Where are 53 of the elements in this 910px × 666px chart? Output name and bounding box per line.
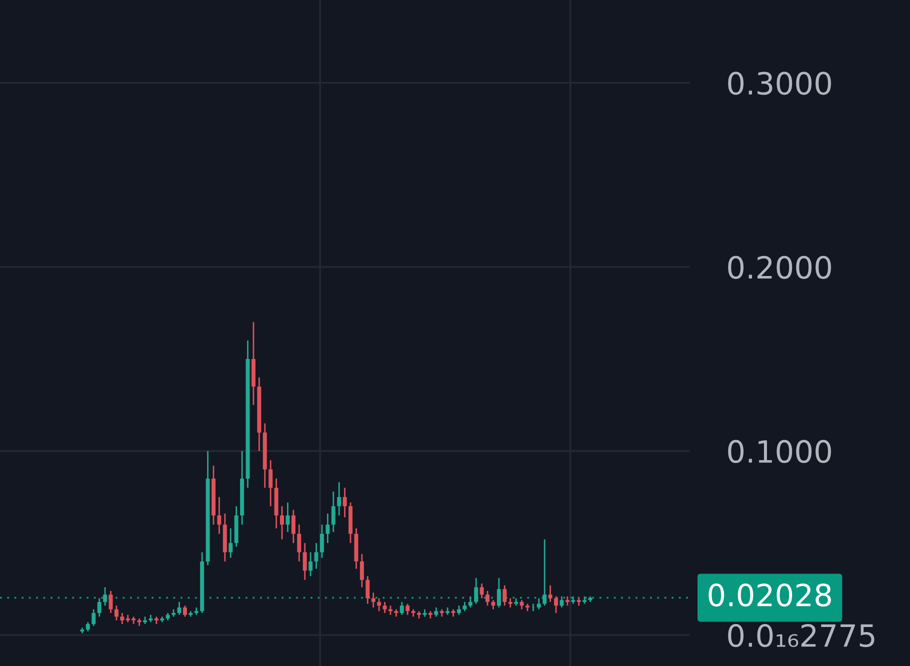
candlestick [508,598,512,608]
y-tick-label: 0.1000 [728,440,831,464]
candlestick [308,552,313,577]
candlestick [268,460,273,507]
candlestick [302,542,307,581]
candlestick [548,584,552,603]
candlestick [92,608,96,627]
candlestick [468,596,472,608]
candlestick [382,601,387,614]
candlestick [486,590,490,606]
candlestick [314,542,318,570]
candlestick [554,596,558,614]
candlestick [400,601,404,616]
candlestick [320,524,324,558]
candlestick [228,528,233,558]
candlestick [120,612,124,625]
candlestick [536,598,541,610]
y-tick-label: 0.2000 [728,256,831,279]
candlestick [480,582,484,599]
candlestick [342,487,347,518]
candlestick [434,606,438,618]
candlestick [331,490,336,533]
candlestick [280,506,284,540]
candlestick [182,604,187,618]
candlestick [291,509,296,544]
candlestick [360,553,364,588]
candlestick [542,538,547,606]
ref-line-label: 0.02028 [708,583,831,607]
candlestick [286,502,290,533]
candlestick [217,496,222,535]
candlestick [496,577,501,608]
candlestick [97,598,102,618]
candlestick [491,599,496,610]
candlestick [474,577,478,604]
y-tick-label: 0.0₁₆2775 [728,624,874,648]
candlestick [337,482,342,516]
candlestick [406,603,410,616]
candlestick [565,596,570,606]
candlestick [326,512,330,544]
candlestick [462,601,467,612]
candlestick [371,592,376,608]
candlestick [560,596,564,608]
candlestick [456,604,461,616]
candlestick [297,524,302,562]
candlestick [520,599,524,610]
candlestick [366,575,370,604]
candlestick [103,586,108,606]
candlestick [108,590,113,614]
y-tick-label: 0.3000 [728,72,831,95]
candlestick [377,598,382,612]
candlestick [86,621,90,632]
candlestick [114,604,118,622]
candlestick [502,584,507,606]
